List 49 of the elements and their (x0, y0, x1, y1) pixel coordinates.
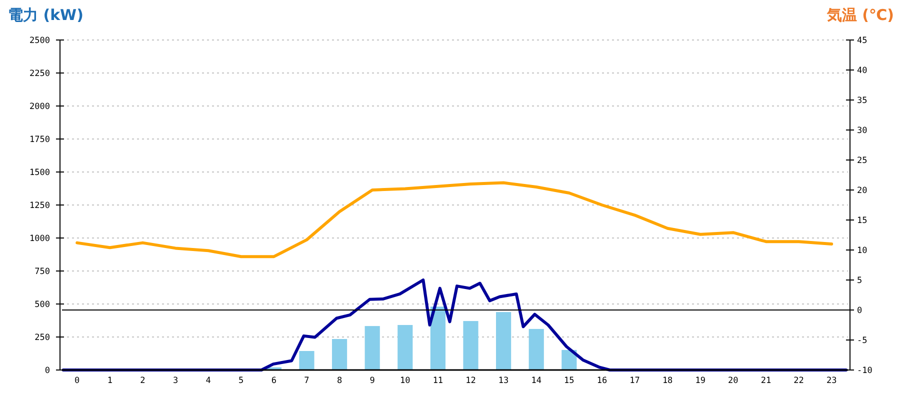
y2-tick-label: 20 (857, 186, 868, 196)
y-tick-label: 500 (34, 300, 50, 310)
x-tick-label: 12 (466, 376, 476, 386)
y2-tick-label: 45 (857, 36, 868, 46)
y2-tick-label: 15 (857, 216, 868, 226)
y2-tick-label: 35 (857, 96, 868, 106)
x-tick-label: 17 (630, 376, 640, 386)
y-tick-label: 2500 (30, 36, 50, 46)
x-tick-label: 7 (304, 376, 310, 386)
y2-tick-label: 25 (857, 156, 868, 166)
x-tick-label: 10 (400, 376, 410, 386)
y-axis-title: 電力 (kW) (8, 6, 84, 24)
x-tick-label: 13 (498, 376, 509, 386)
y2-tick-label: 5 (857, 276, 862, 286)
x-tick-label: 5 (238, 376, 244, 386)
x-tick-label: 22 (794, 376, 804, 386)
x-tick-label: 16 (596, 376, 608, 386)
x-tick-label: 19 (695, 376, 706, 386)
x-tick-label: 14 (531, 376, 542, 386)
x-tick-label: 2 (140, 376, 146, 386)
y2-axis-title: 気温 (℃) (826, 6, 894, 24)
x-tick-label: 15 (564, 376, 574, 386)
y-tick-label: 250 (34, 333, 50, 343)
y-tick-label: 0 (44, 366, 50, 376)
x-tick-label: 18 (662, 376, 673, 386)
x-tick-label: 3 (172, 376, 178, 386)
x-tick-label: 23 (826, 376, 837, 386)
x-tick-label: 20 (728, 376, 738, 386)
y2-tick-label: 10 (857, 246, 868, 256)
x-tick-label: 4 (206, 376, 211, 386)
x-tick-label: 21 (760, 376, 772, 386)
y-tick-label: 2250 (30, 69, 50, 79)
x-tick-label: 1 (107, 376, 112, 386)
y-tick-label: 1500 (30, 168, 50, 178)
x-tick-label: 9 (370, 376, 375, 386)
y-tick-label: 1250 (30, 201, 50, 211)
y2-tick-label: -5 (857, 336, 868, 346)
y2-tick-label: 0 (857, 306, 862, 316)
y2-tick-label: 40 (857, 66, 868, 76)
x-tick-label: 6 (271, 376, 276, 386)
y-tick-label: 2000 (30, 102, 50, 112)
x-tick-label: 0 (74, 376, 80, 386)
x-tick-label: 8 (336, 376, 342, 386)
x-tick-label: 11 (432, 376, 444, 386)
y2-tick-label: 30 (857, 126, 868, 136)
y2-tick-label: -10 (857, 366, 872, 376)
y-tick-label: 750 (34, 267, 50, 277)
y-tick-label: 1750 (30, 135, 50, 145)
y-tick-label: 1000 (30, 234, 50, 244)
